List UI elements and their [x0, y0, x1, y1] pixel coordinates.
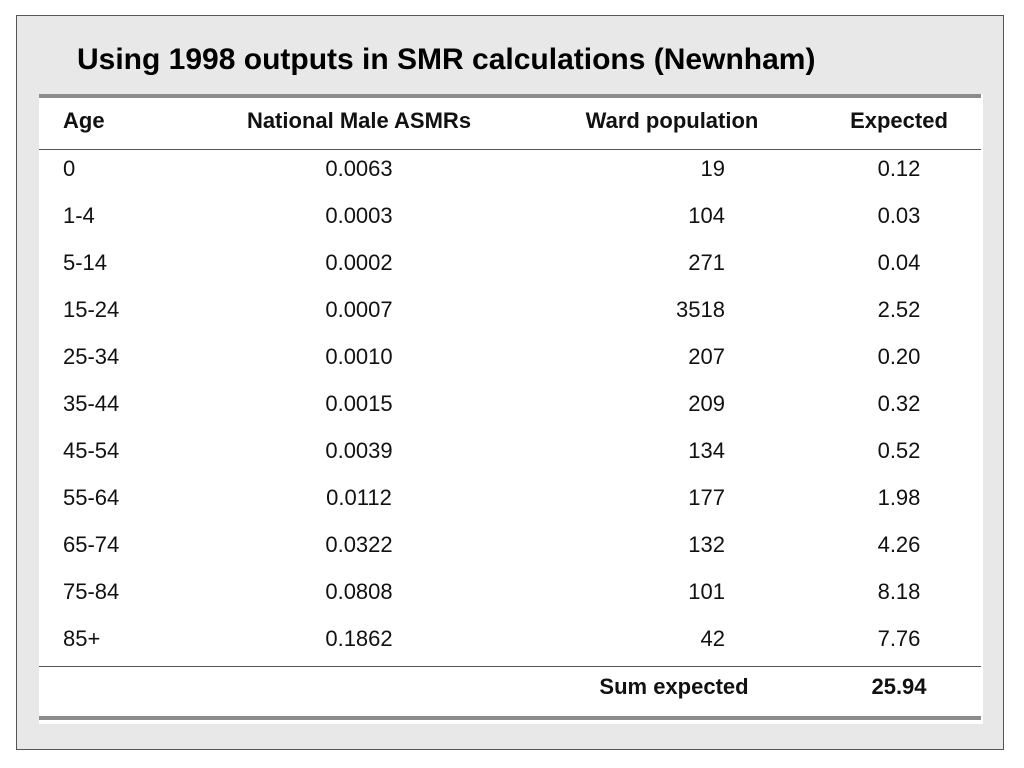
sum-expected-label: Sum expected	[599, 674, 749, 699]
cell-age: 45-54	[63, 438, 120, 463]
data-table: Age National Male ASMRs Ward population …	[39, 94, 983, 724]
cell-age: 25-34	[63, 344, 120, 369]
cell-expected: 8.18	[877, 579, 921, 604]
cell-expected: 4.26	[877, 532, 921, 557]
cell-expected: 0.52	[877, 438, 921, 463]
cell-ward-population: 19	[700, 156, 725, 181]
header-age: Age	[63, 108, 105, 133]
cell-asmr: 0.0322	[325, 532, 393, 557]
cell-expected: 0.03	[877, 203, 921, 228]
cell-asmr: 0.0010	[325, 344, 393, 369]
cell-expected: 0.20	[877, 344, 921, 369]
cell-age: 15-24	[63, 297, 120, 322]
cell-expected: 0.04	[877, 250, 921, 275]
cell-ward-population: 271	[688, 250, 725, 275]
cell-ward-population: 132	[688, 532, 725, 557]
cell-age: 0	[63, 156, 76, 181]
cell-expected: 2.52	[877, 297, 921, 322]
cell-age: 5-14	[63, 250, 108, 275]
table-bottom-rule	[39, 716, 981, 720]
cell-asmr: 0.0007	[325, 297, 393, 322]
cell-asmr: 0.1862	[325, 626, 393, 651]
cell-ward-population: 177	[688, 485, 725, 510]
slide-frame: Using 1998 outputs in SMR calculations (…	[16, 15, 1004, 750]
cell-asmr: 0.0003	[325, 203, 393, 228]
cell-age: 1-4	[63, 203, 95, 228]
header-ward-population: Ward population	[585, 108, 759, 133]
table-top-rule	[39, 94, 981, 98]
cell-ward-population: 134	[688, 438, 725, 463]
cell-asmr: 0.0063	[325, 156, 393, 181]
cell-expected: 0.32	[877, 391, 921, 416]
cell-ward-population: 104	[688, 203, 725, 228]
cell-age: 35-44	[63, 391, 120, 416]
cell-asmr: 0.0808	[325, 579, 393, 604]
cell-expected: 7.76	[877, 626, 921, 651]
header-expected: Expected	[850, 108, 948, 133]
cell-ward-population: 209	[688, 391, 725, 416]
slide-title: Using 1998 outputs in SMR calculations (…	[77, 43, 816, 76]
cell-age: 65-74	[63, 532, 120, 557]
cell-asmr: 0.0002	[325, 250, 393, 275]
cell-age: 75-84	[63, 579, 120, 604]
cell-asmr: 0.0039	[325, 438, 393, 463]
cell-age: 55-64	[63, 485, 120, 510]
cell-age: 85+	[63, 626, 101, 651]
cell-ward-population: 101	[688, 579, 725, 604]
cell-expected: 0.12	[877, 156, 921, 181]
cell-ward-population: 42	[700, 626, 725, 651]
sum-rule	[39, 666, 981, 667]
header-rule	[39, 149, 981, 150]
header-asmr: National Male ASMRs	[246, 108, 472, 133]
cell-ward-population: 3518	[676, 297, 725, 322]
cell-expected: 1.98	[877, 485, 921, 510]
cell-ward-population: 207	[688, 344, 725, 369]
cell-asmr: 0.0112	[326, 485, 392, 510]
sum-expected-value: 25.94	[871, 674, 927, 699]
cell-asmr: 0.0015	[325, 391, 393, 416]
